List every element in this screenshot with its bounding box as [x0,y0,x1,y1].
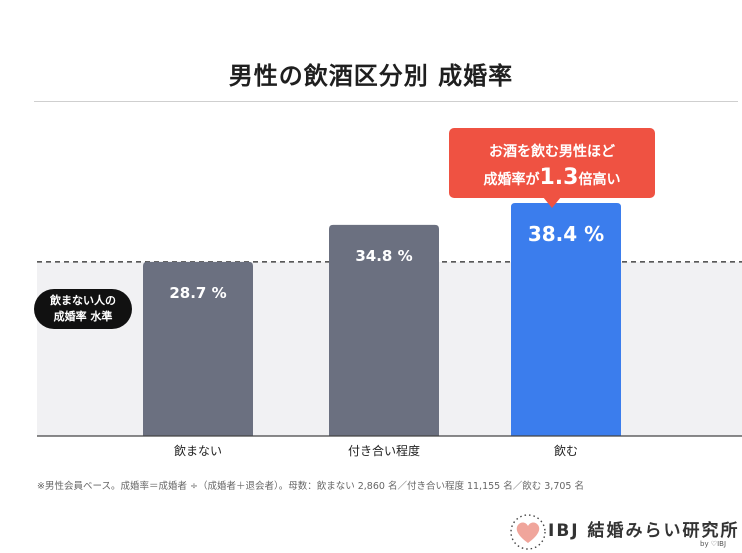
bar-value-label-1: 28.7 % [169,284,226,302]
callout-pointer [543,197,561,208]
bar-2 [329,224,439,436]
logo-subtext: by ♡IBJ [700,540,727,548]
baseline-label-line2: 成婚率 水準 [53,310,113,323]
bar-3 [511,203,621,436]
category-labels: 飲まない 付き合い程度 飲む [174,443,578,458]
callout-box: お酒を飲む男性ほど 成婚率が1.3倍高い [449,128,655,198]
title-divider [34,101,738,102]
baseline-label-badge: 飲まない人の 成婚率 水準 [34,289,132,329]
footnote: ※男性会員ベース。成婚率＝成婚者 ÷（成婚者＋退会者）。母数：飲まない 2,86… [37,481,584,492]
callout-line1: お酒を飲む男性ほど [489,144,615,160]
category-label-2: 付き合い程度 [348,443,420,458]
category-label-3: 飲む [554,443,578,458]
logo-text: IBJ 結婚みらい研究所 [548,521,740,541]
heart-icon [510,514,546,550]
callout-line2-post: 倍高い [578,172,621,188]
bar-1 [143,261,253,436]
callout-line2-pre: 成婚率が [483,172,540,188]
bars-group: 28.7 % 34.8 % 38.4 % [143,203,621,436]
bar-value-label-3: 38.4 % [528,222,604,246]
baseline-label-line1: 飲まない人の [50,294,116,307]
callout-ratio: 1.3 [539,165,579,190]
chart-title: 男性の飲酒区分別 成婚率 [228,62,514,90]
callout-line2: 成婚率が1.3倍高い [449,165,655,190]
bar-value-label-2: 34.8 % [355,247,412,265]
ibj-logo: IBJ 結婚みらい研究所 by ♡IBJ [508,510,738,553]
category-label-1: 飲まない [174,443,222,458]
